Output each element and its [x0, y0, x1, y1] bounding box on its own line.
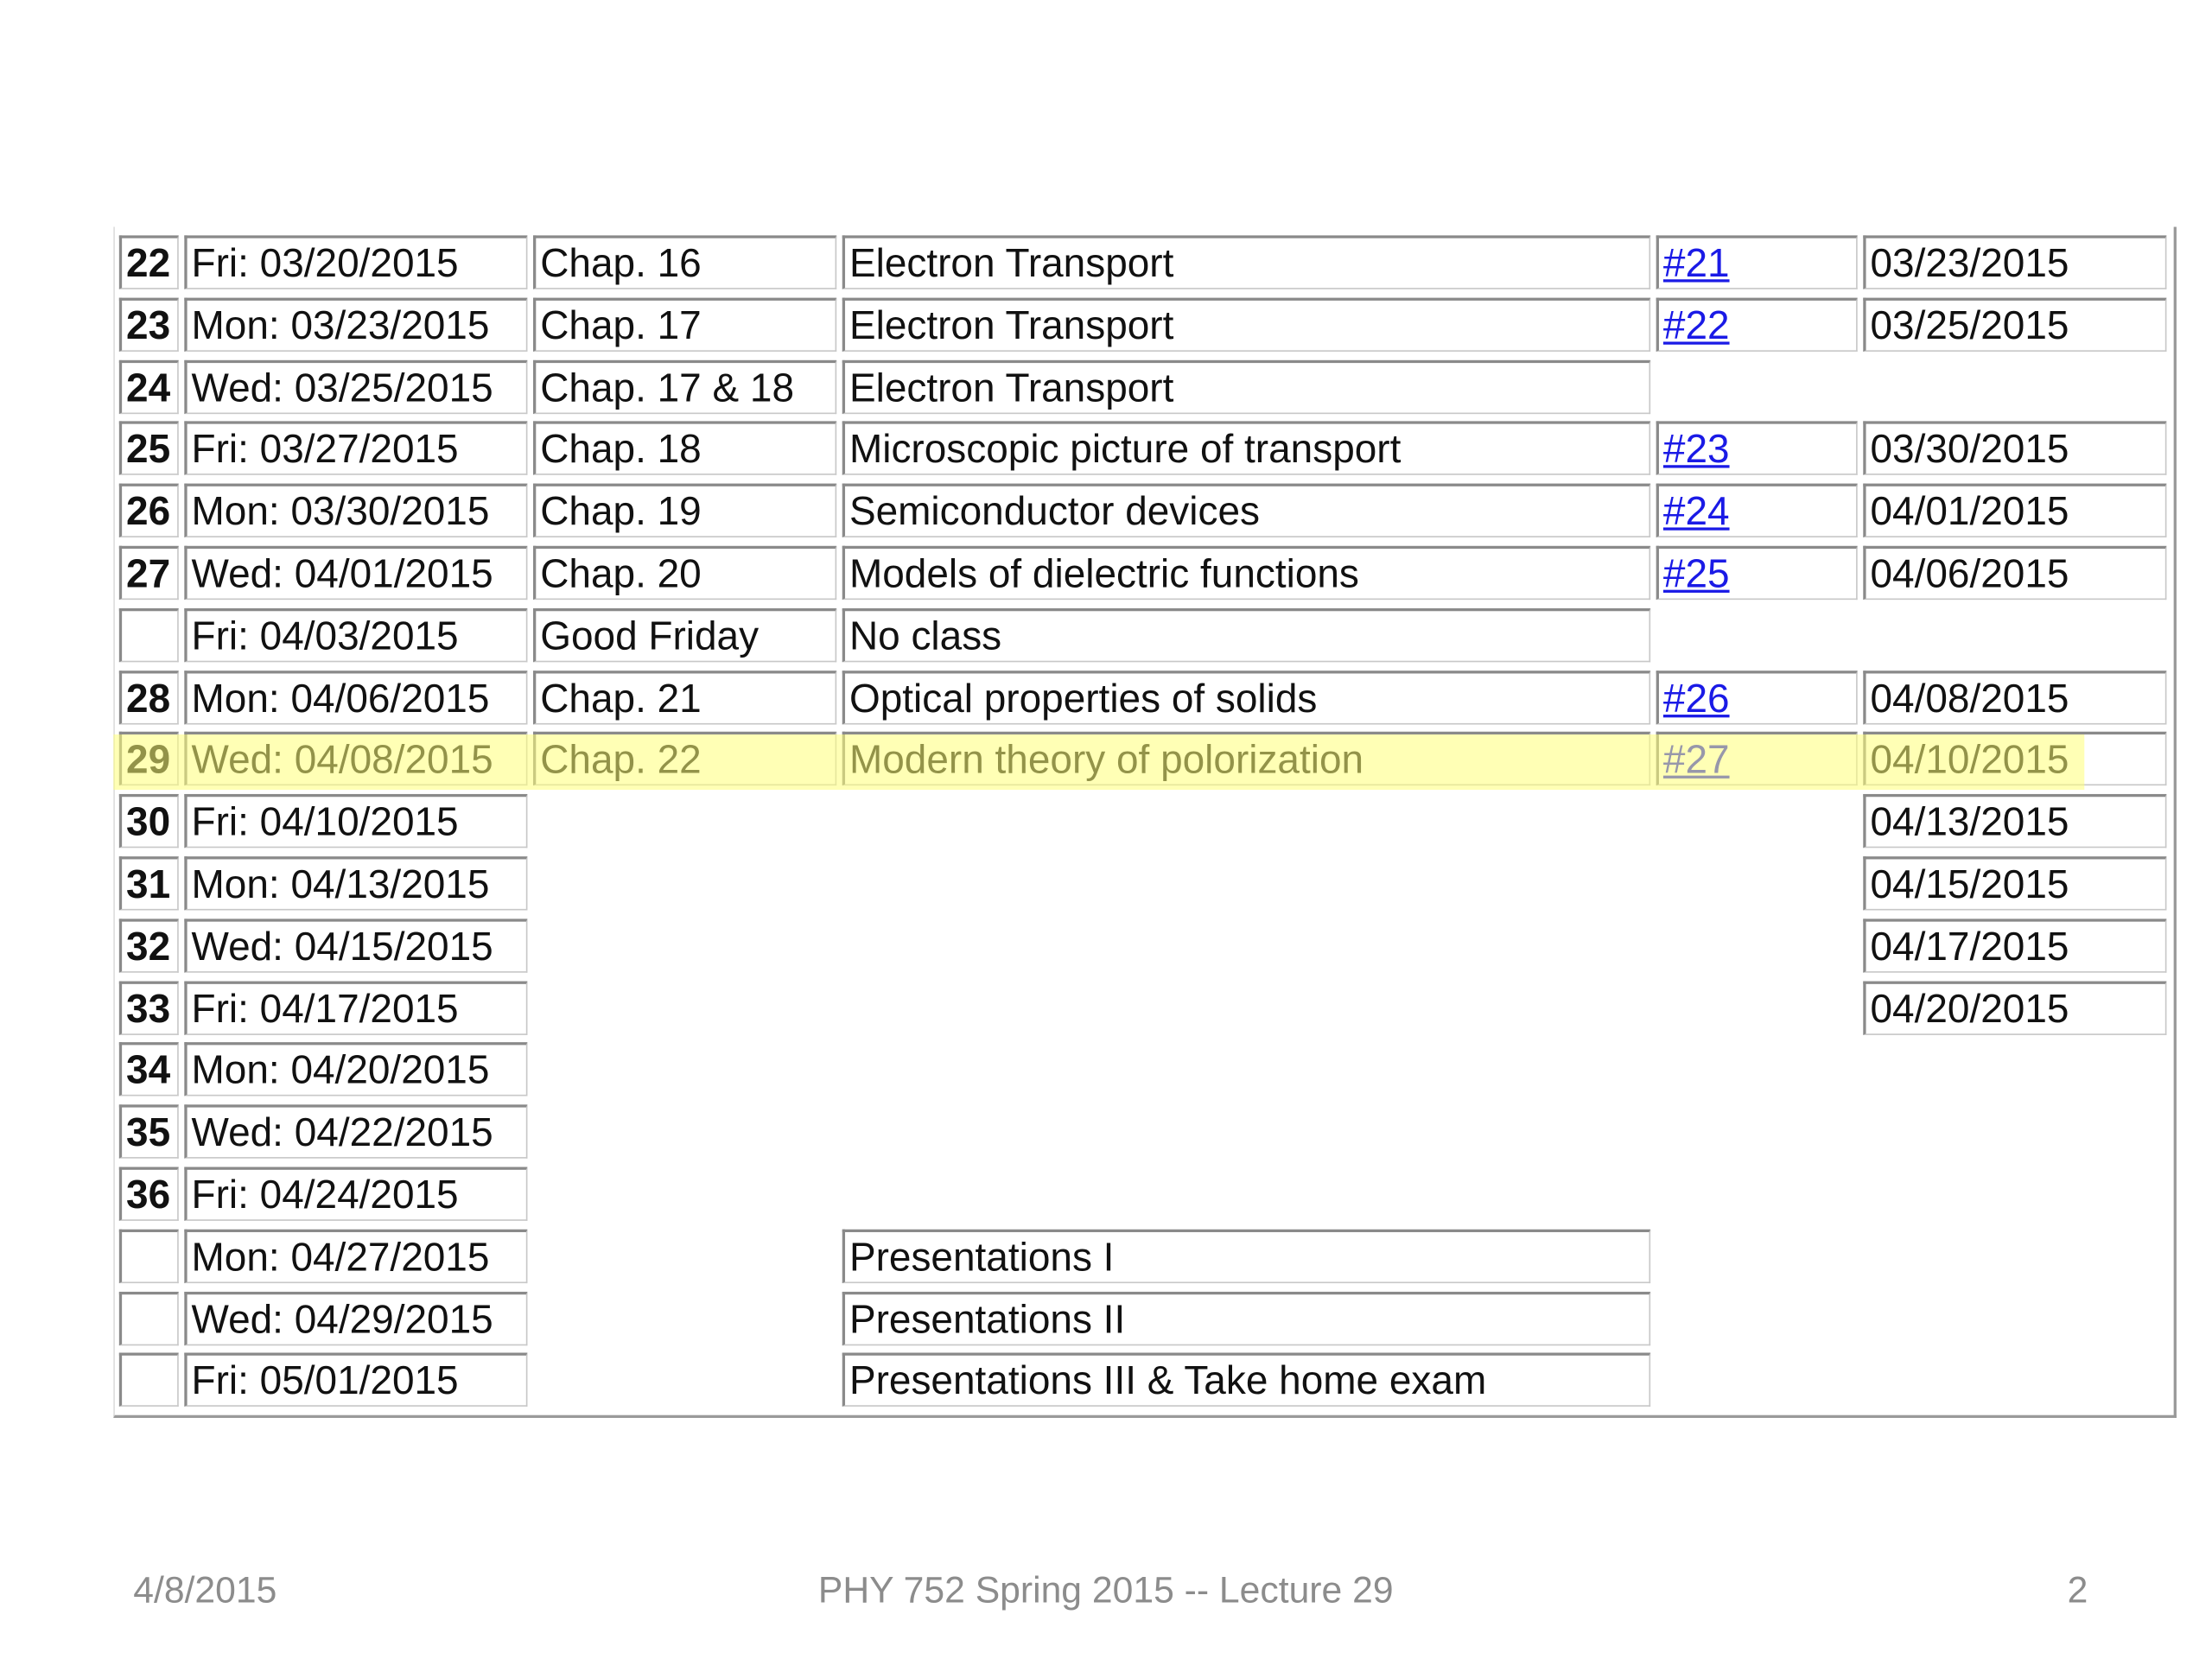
cell-hw: #22	[1656, 297, 1858, 352]
cell-chapter: Chap. 17	[533, 297, 837, 352]
cell-date: Wed: 04/01/2015	[184, 545, 528, 601]
cell-date: Fri: 04/24/2015	[184, 1166, 528, 1221]
cell-date: Fri: 05/01/2015	[184, 1353, 528, 1408]
cell-chapter: Chap. 16	[533, 235, 837, 289]
cell-topic: Electron Transport	[842, 359, 1651, 414]
cell-date: Mon: 04/20/2015	[184, 1042, 528, 1097]
homework-link[interactable]: #26	[1662, 676, 1730, 720]
cell-due: 04/01/2015	[1863, 483, 2167, 538]
cell-chapter: Chap. 22	[533, 732, 837, 786]
cell-due: 04/17/2015	[1863, 918, 2167, 973]
cell-chapter: Chap. 20	[533, 545, 837, 601]
cell-date: Fri: 04/17/2015	[184, 980, 528, 1035]
cell-num: 24	[118, 359, 179, 414]
cell-num	[118, 607, 179, 663]
cell-hw: #24	[1656, 483, 1858, 538]
cell-due: 04/06/2015	[1863, 545, 2167, 601]
cell-hw: #23	[1656, 422, 1858, 476]
footer-date: 4/8/2015	[133, 1567, 277, 1611]
cell-topic: No class	[842, 607, 1651, 663]
cell-num: 30	[118, 794, 179, 849]
homework-link[interactable]: #25	[1662, 551, 1730, 596]
homework-link[interactable]: #22	[1662, 302, 1730, 347]
cell-chapter: Chap. 18	[533, 422, 837, 476]
cell-date: Wed: 04/29/2015	[184, 1291, 528, 1345]
cell-topic: Electron Transport	[842, 297, 1651, 352]
cell-date: Mon: 03/30/2015	[184, 483, 528, 538]
cell-topic: Presentations III & Take home exam	[842, 1353, 1651, 1408]
cell-date: Wed: 04/15/2015	[184, 918, 528, 973]
cell-hw: #27	[1656, 732, 1858, 786]
cell-date: Mon: 04/13/2015	[184, 856, 528, 911]
cell-num: 23	[118, 297, 179, 352]
cell-topic: Modern theory of polorization	[842, 732, 1651, 786]
cell-due: 03/30/2015	[1863, 422, 2167, 476]
cell-topic: Optical properties of solids	[842, 670, 1651, 724]
cell-chapter: Chap. 19	[533, 483, 837, 538]
cell-date: Mon: 04/27/2015	[184, 1229, 528, 1283]
cell-topic: Electron Transport	[842, 235, 1651, 289]
cell-topic: Presentations I	[842, 1229, 1651, 1283]
footer-page-number: 2	[2067, 1567, 2088, 1611]
cell-date: Fri: 03/27/2015	[184, 422, 528, 476]
cell-chapter: Good Friday	[533, 607, 837, 663]
cell-due: 03/23/2015	[1863, 235, 2167, 289]
cell-date: Mon: 03/23/2015	[184, 297, 528, 352]
cell-date: Wed: 03/25/2015	[184, 359, 528, 414]
cell-hw: #21	[1656, 235, 1858, 289]
cell-due: 04/15/2015	[1863, 856, 2167, 911]
footer-title: PHY 752 Spring 2015 -- Lecture 29	[817, 1567, 1394, 1611]
cell-date: Mon: 04/06/2015	[184, 670, 528, 724]
cell-date: Wed: 04/08/2015	[184, 732, 528, 786]
cell-num: 36	[118, 1166, 179, 1221]
cell-chapter: Chap. 17 & 18	[533, 359, 837, 414]
schedule-table-frame	[113, 226, 2177, 1418]
cell-num: 22	[118, 235, 179, 289]
cell-hw: #25	[1656, 545, 1858, 601]
cell-date: Fri: 04/10/2015	[184, 794, 528, 849]
cell-num: 34	[118, 1042, 179, 1097]
cell-num: 25	[118, 422, 179, 476]
cell-num: 28	[118, 670, 179, 724]
cell-due: 04/08/2015	[1863, 670, 2167, 724]
cell-date: Wed: 04/22/2015	[184, 1104, 528, 1160]
cell-num: 27	[118, 545, 179, 601]
cell-hw: #26	[1656, 670, 1858, 724]
homework-link[interactable]: #23	[1662, 427, 1730, 472]
cell-topic: Semiconductor devices	[842, 483, 1651, 538]
cell-due: 04/10/2015	[1863, 732, 2167, 786]
cell-due: 04/20/2015	[1863, 980, 2167, 1035]
cell-chapter: Chap. 21	[533, 670, 837, 724]
cell-topic: Models of dielectric functions	[842, 545, 1651, 601]
homework-link[interactable]: #21	[1662, 240, 1730, 285]
homework-link[interactable]: #24	[1662, 489, 1730, 534]
cell-date: Fri: 04/03/2015	[184, 607, 528, 663]
cell-num	[118, 1229, 179, 1283]
cell-num: 29	[118, 732, 179, 786]
homework-link[interactable]: #27	[1662, 737, 1730, 782]
cell-due: 04/13/2015	[1863, 794, 2167, 849]
cell-num: 26	[118, 483, 179, 538]
cell-topic: Microscopic picture of transport	[842, 422, 1651, 476]
cell-topic: Presentations II	[842, 1291, 1651, 1345]
cell-num: 33	[118, 980, 179, 1035]
cell-num: 35	[118, 1104, 179, 1160]
cell-num	[118, 1353, 179, 1408]
cell-num: 32	[118, 918, 179, 973]
cell-num: 31	[118, 856, 179, 911]
cell-num	[118, 1291, 179, 1345]
cell-due: 03/25/2015	[1863, 297, 2167, 352]
cell-date: Fri: 03/20/2015	[184, 235, 528, 289]
